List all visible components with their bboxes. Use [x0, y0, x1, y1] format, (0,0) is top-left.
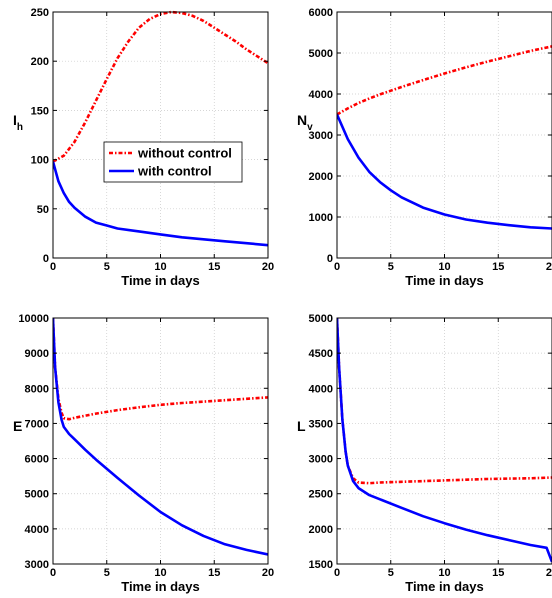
x-tick-label: 20 — [546, 261, 552, 273]
y-axis-label: E — [13, 418, 22, 434]
y-tick-label: 3000 — [309, 454, 333, 466]
subplot-3: 0 5 10 15 20 3000 4000 5000 6000 7000 8000 9000 1000… — [13, 313, 274, 594]
x-axis-label: Time in days — [121, 579, 200, 594]
x-tick-label: 10 — [438, 261, 450, 273]
y-tick-label: 6000 — [25, 454, 49, 466]
x-tick-label: 5 — [388, 261, 394, 273]
x-tick-label: 20 — [262, 261, 274, 273]
y-tick-label: 100 — [31, 155, 49, 167]
y-tick-label: 200 — [31, 56, 49, 68]
y-tick-label: 5000 — [25, 489, 49, 501]
y-tick-label: 2500 — [309, 489, 333, 501]
series-line-without-control — [337, 45, 552, 116]
x-tick-label: 0 — [50, 261, 56, 273]
x-tick-label: 0 — [334, 567, 340, 579]
series-line-with-control — [53, 161, 268, 247]
y-tick-label: 50 — [37, 204, 49, 216]
x-tick-label: 0 — [50, 567, 56, 579]
y-tick-label: 9000 — [25, 348, 49, 360]
legend: without control with control — [103, 141, 243, 183]
legend-box — [103, 141, 243, 183]
y-tick-label: 5000 — [309, 313, 333, 325]
y-tick-label: 3000 — [25, 559, 49, 571]
x-tick-label: 5 — [104, 567, 110, 579]
x-tick-label: 20 — [546, 567, 552, 579]
y-tick-label: 4000 — [309, 89, 333, 101]
y-tick-label: 6000 — [309, 7, 333, 19]
x-tick-label: 15 — [492, 567, 504, 579]
legend-label: without control — [137, 146, 232, 161]
y-tick-label: 3000 — [309, 130, 333, 142]
subplot-4: 0 5 10 15 20 1500 2000 2500 3000 3500 4000 4500 5000… — [297, 313, 552, 594]
y-tick-label: 4000 — [25, 524, 49, 536]
series-line-with-control — [337, 317, 552, 563]
y-tick-label: 1500 — [309, 559, 333, 571]
y-axis-label: Ih — [13, 112, 23, 133]
y-tick-label: 5000 — [309, 48, 333, 60]
x-tick-label: 15 — [208, 261, 220, 273]
y-tick-label: 4500 — [309, 348, 333, 360]
y-tick-label: 2000 — [309, 524, 333, 536]
y-tick-label: 10000 — [18, 313, 49, 325]
series-line-with-control — [337, 113, 552, 230]
x-axis-label: Time in days — [121, 273, 200, 288]
x-axis-label: Time in days — [405, 579, 484, 594]
series-line-without-control — [337, 317, 552, 485]
y-tick-label: 250 — [31, 7, 49, 19]
subplot-2: 0 5 10 15 20 0 1000 2000 3000 4000 5000 6000 Time in… — [297, 7, 552, 288]
x-tick-label: 10 — [154, 261, 166, 273]
series-line-with-control — [53, 317, 268, 556]
x-tick-label: 10 — [438, 567, 450, 579]
x-axis-label: Time in days — [405, 273, 484, 288]
y-tick-label: 1000 — [309, 212, 333, 224]
y-tick-label: 4000 — [309, 383, 333, 395]
legend-label: with control — [137, 164, 212, 179]
y-tick-label: 8000 — [25, 383, 49, 395]
x-tick-label: 15 — [208, 567, 220, 579]
x-tick-label: 10 — [154, 567, 166, 579]
x-tick-label: 20 — [262, 567, 274, 579]
x-tick-label: 15 — [492, 261, 504, 273]
y-tick-label: 0 — [327, 253, 333, 265]
y-tick-label: 2000 — [309, 171, 333, 183]
y-tick-label: 7000 — [25, 418, 49, 430]
x-tick-label: 5 — [388, 567, 394, 579]
y-axis-label: L — [297, 418, 306, 434]
y-axis-label: Nv — [297, 112, 313, 133]
y-tick-label: 3500 — [309, 418, 333, 430]
x-tick-label: 0 — [334, 261, 340, 273]
y-tick-label: 150 — [31, 105, 49, 117]
y-tick-label: 0 — [43, 253, 49, 265]
x-tick-label: 5 — [104, 261, 110, 273]
